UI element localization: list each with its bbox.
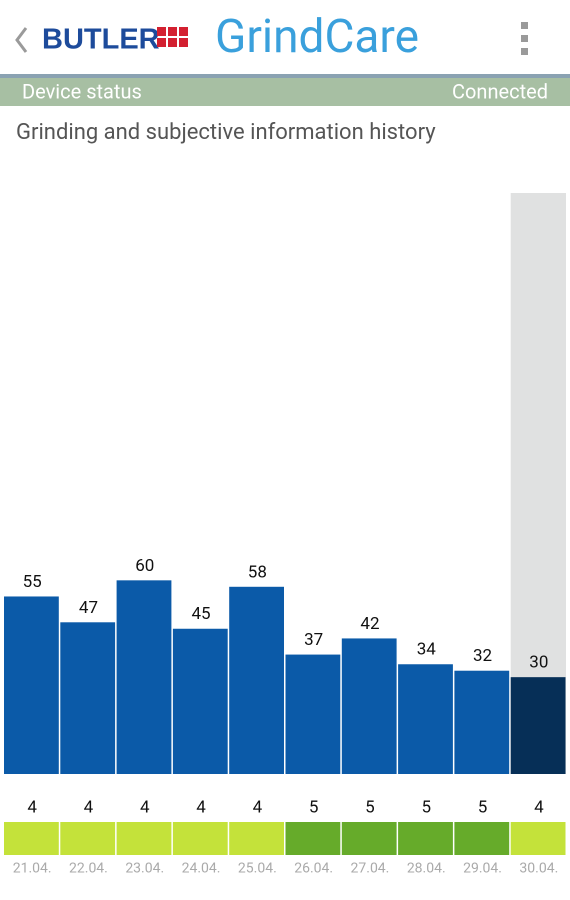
bar <box>4 596 59 774</box>
bar <box>172 628 228 774</box>
score-cell <box>172 822 228 855</box>
bar <box>229 586 284 774</box>
bar <box>116 580 172 774</box>
score-cell <box>116 822 172 855</box>
app-bar <box>0 0 570 74</box>
menu-button[interactable] <box>521 22 528 55</box>
value-label: 55 <box>23 572 42 592</box>
score-cell <box>398 822 453 855</box>
x-tick-label: 27.04. <box>351 861 390 877</box>
back-button[interactable] <box>15 27 28 53</box>
bar <box>398 664 453 774</box>
value-label: 34 <box>417 640 437 660</box>
score-cell <box>229 822 284 855</box>
score-label: 5 <box>365 797 375 817</box>
value-label: 42 <box>360 614 379 634</box>
value-label: 58 <box>248 562 267 582</box>
status-bar <box>0 78 570 106</box>
score-label: 4 <box>534 797 544 817</box>
status-label: Device status <box>22 79 142 103</box>
brand-logo <box>157 27 188 47</box>
score-label: 4 <box>84 797 94 817</box>
value-label: 47 <box>79 598 98 618</box>
x-tick-label: 21.04. <box>13 861 52 877</box>
x-tick-label: 24.04. <box>182 861 221 877</box>
score-label: 4 <box>253 797 263 817</box>
value-label: 30 <box>529 653 548 673</box>
bar <box>285 654 341 774</box>
score-cell <box>510 822 566 855</box>
bar <box>341 638 397 774</box>
score-label: 5 <box>421 797 431 817</box>
score-cell <box>4 822 59 855</box>
score-cell <box>454 822 510 855</box>
app-name: GrindCare <box>215 10 419 64</box>
x-tick-label: 29.04. <box>463 861 502 877</box>
score-cell <box>285 822 341 855</box>
x-tick-label: 28.04. <box>407 861 446 877</box>
chart-title: Grinding and subjective information hist… <box>16 120 436 145</box>
value-label: 32 <box>473 646 492 666</box>
score-cell <box>60 822 116 855</box>
divider <box>0 74 570 78</box>
bar <box>60 622 116 774</box>
x-tick-label: 22.04. <box>69 861 108 877</box>
bar <box>510 677 566 774</box>
score-cell <box>341 822 397 855</box>
score-label: 5 <box>309 797 319 817</box>
value-label: 37 <box>304 630 323 650</box>
bar <box>454 670 510 774</box>
score-label: 5 <box>478 797 488 817</box>
score-label: 4 <box>196 797 206 817</box>
score-label: 4 <box>27 797 37 817</box>
value-label: 60 <box>135 556 154 576</box>
x-tick-label: 30.04. <box>519 861 558 877</box>
x-tick-label: 23.04. <box>125 861 164 877</box>
value-label: 45 <box>191 604 210 624</box>
x-tick-label: 26.04. <box>294 861 333 877</box>
score-label: 4 <box>140 797 150 817</box>
status-value: Connected <box>452 79 548 103</box>
brand: BUTLER <box>42 24 160 56</box>
x-tick-label: 25.04. <box>238 861 277 877</box>
